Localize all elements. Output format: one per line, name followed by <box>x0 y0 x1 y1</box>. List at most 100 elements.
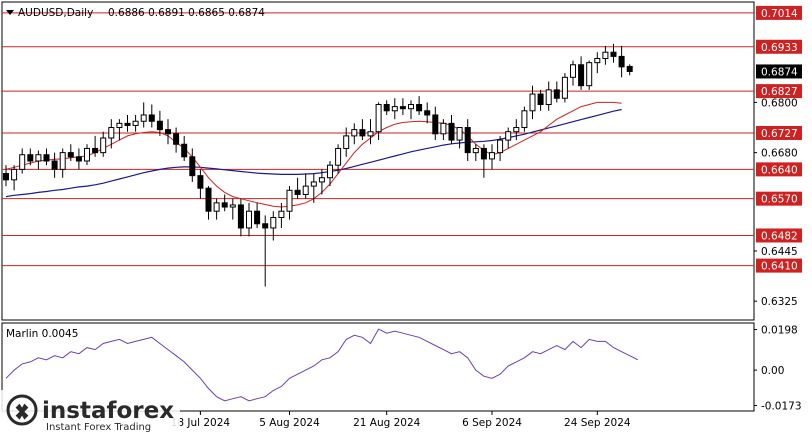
candle-body <box>432 114 439 135</box>
candle-body <box>561 76 568 99</box>
oscillator-layer <box>5 328 639 402</box>
current-price-label: 0.6874 <box>761 66 798 78</box>
candle <box>578 56 585 90</box>
candle-body <box>327 164 333 179</box>
candle-body <box>456 127 463 141</box>
dropdown-triangle-icon[interactable] <box>6 10 14 15</box>
candle <box>480 144 487 178</box>
level-label: 0.6482 <box>761 230 798 242</box>
candle <box>327 161 333 187</box>
level-label-box <box>756 5 802 20</box>
candle <box>108 119 115 149</box>
candle-body <box>480 147 487 160</box>
candle <box>19 148 26 174</box>
candle-body <box>67 152 74 158</box>
level-label-box <box>756 258 802 273</box>
candle-body <box>399 106 406 110</box>
candle-body <box>513 127 520 133</box>
candle <box>294 177 301 199</box>
candle <box>84 144 90 166</box>
candle-body <box>335 147 342 166</box>
candle-body <box>553 89 560 99</box>
candle <box>75 148 82 170</box>
indicator-axis: 0.0198 0.00 -0.0173 <box>754 325 802 412</box>
candle-body <box>586 62 593 87</box>
candle <box>262 215 269 287</box>
candle-body <box>343 135 350 149</box>
candle-body <box>92 147 99 154</box>
candle <box>610 43 617 63</box>
price-tick-label: 0.6325 <box>761 296 798 308</box>
time-tick-label: 5 Aug 2024 <box>259 417 320 429</box>
candle-body <box>383 104 390 112</box>
candle <box>132 114 139 132</box>
candle-body <box>35 154 42 162</box>
candle <box>140 102 147 128</box>
candle <box>383 100 390 115</box>
candle-body <box>594 57 601 64</box>
candle <box>124 114 131 132</box>
candle <box>416 96 423 115</box>
candle <box>391 98 398 120</box>
candle-body <box>570 64 576 78</box>
candle-body <box>278 210 285 218</box>
time-tick-label: 21 Aug 2024 <box>353 417 421 429</box>
candle <box>561 73 568 103</box>
candle <box>545 81 552 111</box>
indicator-line <box>5 328 639 402</box>
level-label: 0.6727 <box>761 128 798 140</box>
candle <box>570 60 576 86</box>
candle <box>27 148 34 166</box>
candle-body <box>472 147 479 154</box>
candle <box>11 165 18 191</box>
candle-body <box>27 154 34 162</box>
candle-body <box>229 204 236 208</box>
candle <box>205 186 212 220</box>
time-axis: 18 Jul 2024 5 Aug 2024 21 Aug 2024 6 Sep 20… <box>171 411 631 429</box>
candle-body <box>529 93 536 112</box>
candle <box>229 198 236 220</box>
candle <box>626 64 633 76</box>
candle <box>594 52 601 74</box>
candle-body <box>116 122 123 129</box>
level-label: 0.7014 <box>761 8 798 20</box>
candle <box>448 114 455 145</box>
indicator-tick-label: -0.0173 <box>761 400 802 412</box>
candle-body <box>75 156 82 162</box>
price-tick-label: 0.6445 <box>761 246 798 258</box>
candle <box>173 127 180 153</box>
candle <box>497 135 504 161</box>
candle-body <box>124 122 131 126</box>
candle <box>310 173 317 203</box>
candle <box>351 123 358 145</box>
candle-body <box>189 156 196 177</box>
candle-body <box>132 120 139 126</box>
level-label: 0.6570 <box>761 194 798 206</box>
candle <box>165 119 171 145</box>
candle-body <box>359 129 366 137</box>
candle-body <box>197 175 204 189</box>
price-tick-label: 0.6800 <box>761 97 798 109</box>
candle-body <box>213 202 220 212</box>
candle <box>43 148 50 166</box>
level-label: 0.6933 <box>761 42 798 54</box>
candle <box>489 144 495 170</box>
candle-body <box>391 106 398 112</box>
chart-header: AUDUSD,Daily 0.6886 0.6891 0.6865 0.6874 <box>6 7 265 19</box>
symbol-label: AUDUSD,Daily <box>18 7 93 19</box>
candle <box>237 198 244 237</box>
candle-body <box>11 168 18 181</box>
candle-body <box>537 93 544 106</box>
candle-body <box>246 210 252 229</box>
candle-body <box>156 120 163 131</box>
candle-body <box>416 104 423 112</box>
candle <box>456 127 463 149</box>
candle <box>367 119 374 145</box>
candle-body <box>3 173 9 181</box>
candle-body <box>578 64 585 87</box>
candle <box>529 85 536 120</box>
candle-body <box>270 216 277 229</box>
candle-body <box>237 204 244 229</box>
candle <box>221 194 228 212</box>
current-price-box <box>756 64 802 79</box>
